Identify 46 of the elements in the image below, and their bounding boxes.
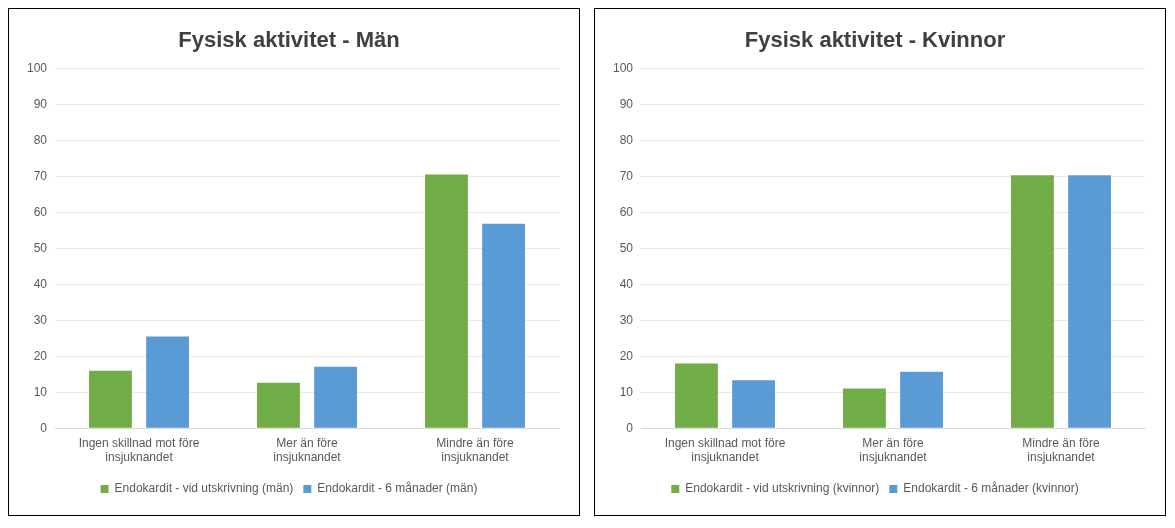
y-tick-label: 30 [33,312,48,327]
y-tick-label: 0 [40,420,48,435]
bar [675,363,718,428]
y-tick-label: 90 [33,96,48,111]
bar [89,370,132,428]
bar [732,380,775,428]
y-tick-label: 40 [619,276,634,291]
legend-label: Endokardit - 6 månader (kvinnor) [903,481,1079,496]
y-tick-label: 90 [619,96,634,111]
y-tick-label: 60 [619,204,634,219]
y-tick-label: 100 [612,60,634,75]
bar [257,382,300,428]
bar [146,336,189,428]
y-tick-label: 0 [626,420,634,435]
bar [900,371,943,428]
y-tick-label: 60 [33,204,48,219]
bar [425,174,468,428]
y-tick-label: 100 [26,60,48,75]
bar [1068,175,1111,428]
legend-label: Endokardit - vid utskrivning (män) [114,481,294,496]
x-tick-label: Mer än före insjuknandet [273,435,342,465]
y-tick-label: 30 [619,312,634,327]
bar [1011,175,1054,428]
y-tick-label: 80 [619,132,634,147]
bar [314,366,357,428]
x-tick-label: Ingen skillnad mot före insjuknandet [78,435,200,465]
chart-title: Fysisk aktivitet - Kvinnor [744,27,1006,53]
y-tick-label: 10 [619,384,634,399]
y-tick-label: 70 [33,168,48,183]
x-tick-label: Ingen skillnad mot före insjuknandet [664,435,786,465]
chart-title: Fysisk aktivitet - Män [178,27,400,53]
y-tick-label: 20 [619,348,634,363]
x-tick-label: Mindre än före insjuknandet [1022,435,1101,465]
y-tick-label: 80 [33,132,48,147]
y-tick-label: 40 [33,276,48,291]
y-tick-label: 50 [33,240,48,255]
y-tick-label: 20 [33,348,48,363]
legend-label: Endokardit - 6 månader (män) [317,481,478,496]
legend-label: Endokardit - vid utskrivning (kvinnor) [685,481,880,496]
bar [843,388,886,428]
x-tick-label: Mindre än före insjuknandet [436,435,515,465]
y-tick-label: 70 [619,168,634,183]
y-tick-label: 50 [619,240,634,255]
bar [482,223,525,428]
y-tick-label: 10 [33,384,48,399]
x-tick-label: Mer än före insjuknandet [859,435,928,465]
